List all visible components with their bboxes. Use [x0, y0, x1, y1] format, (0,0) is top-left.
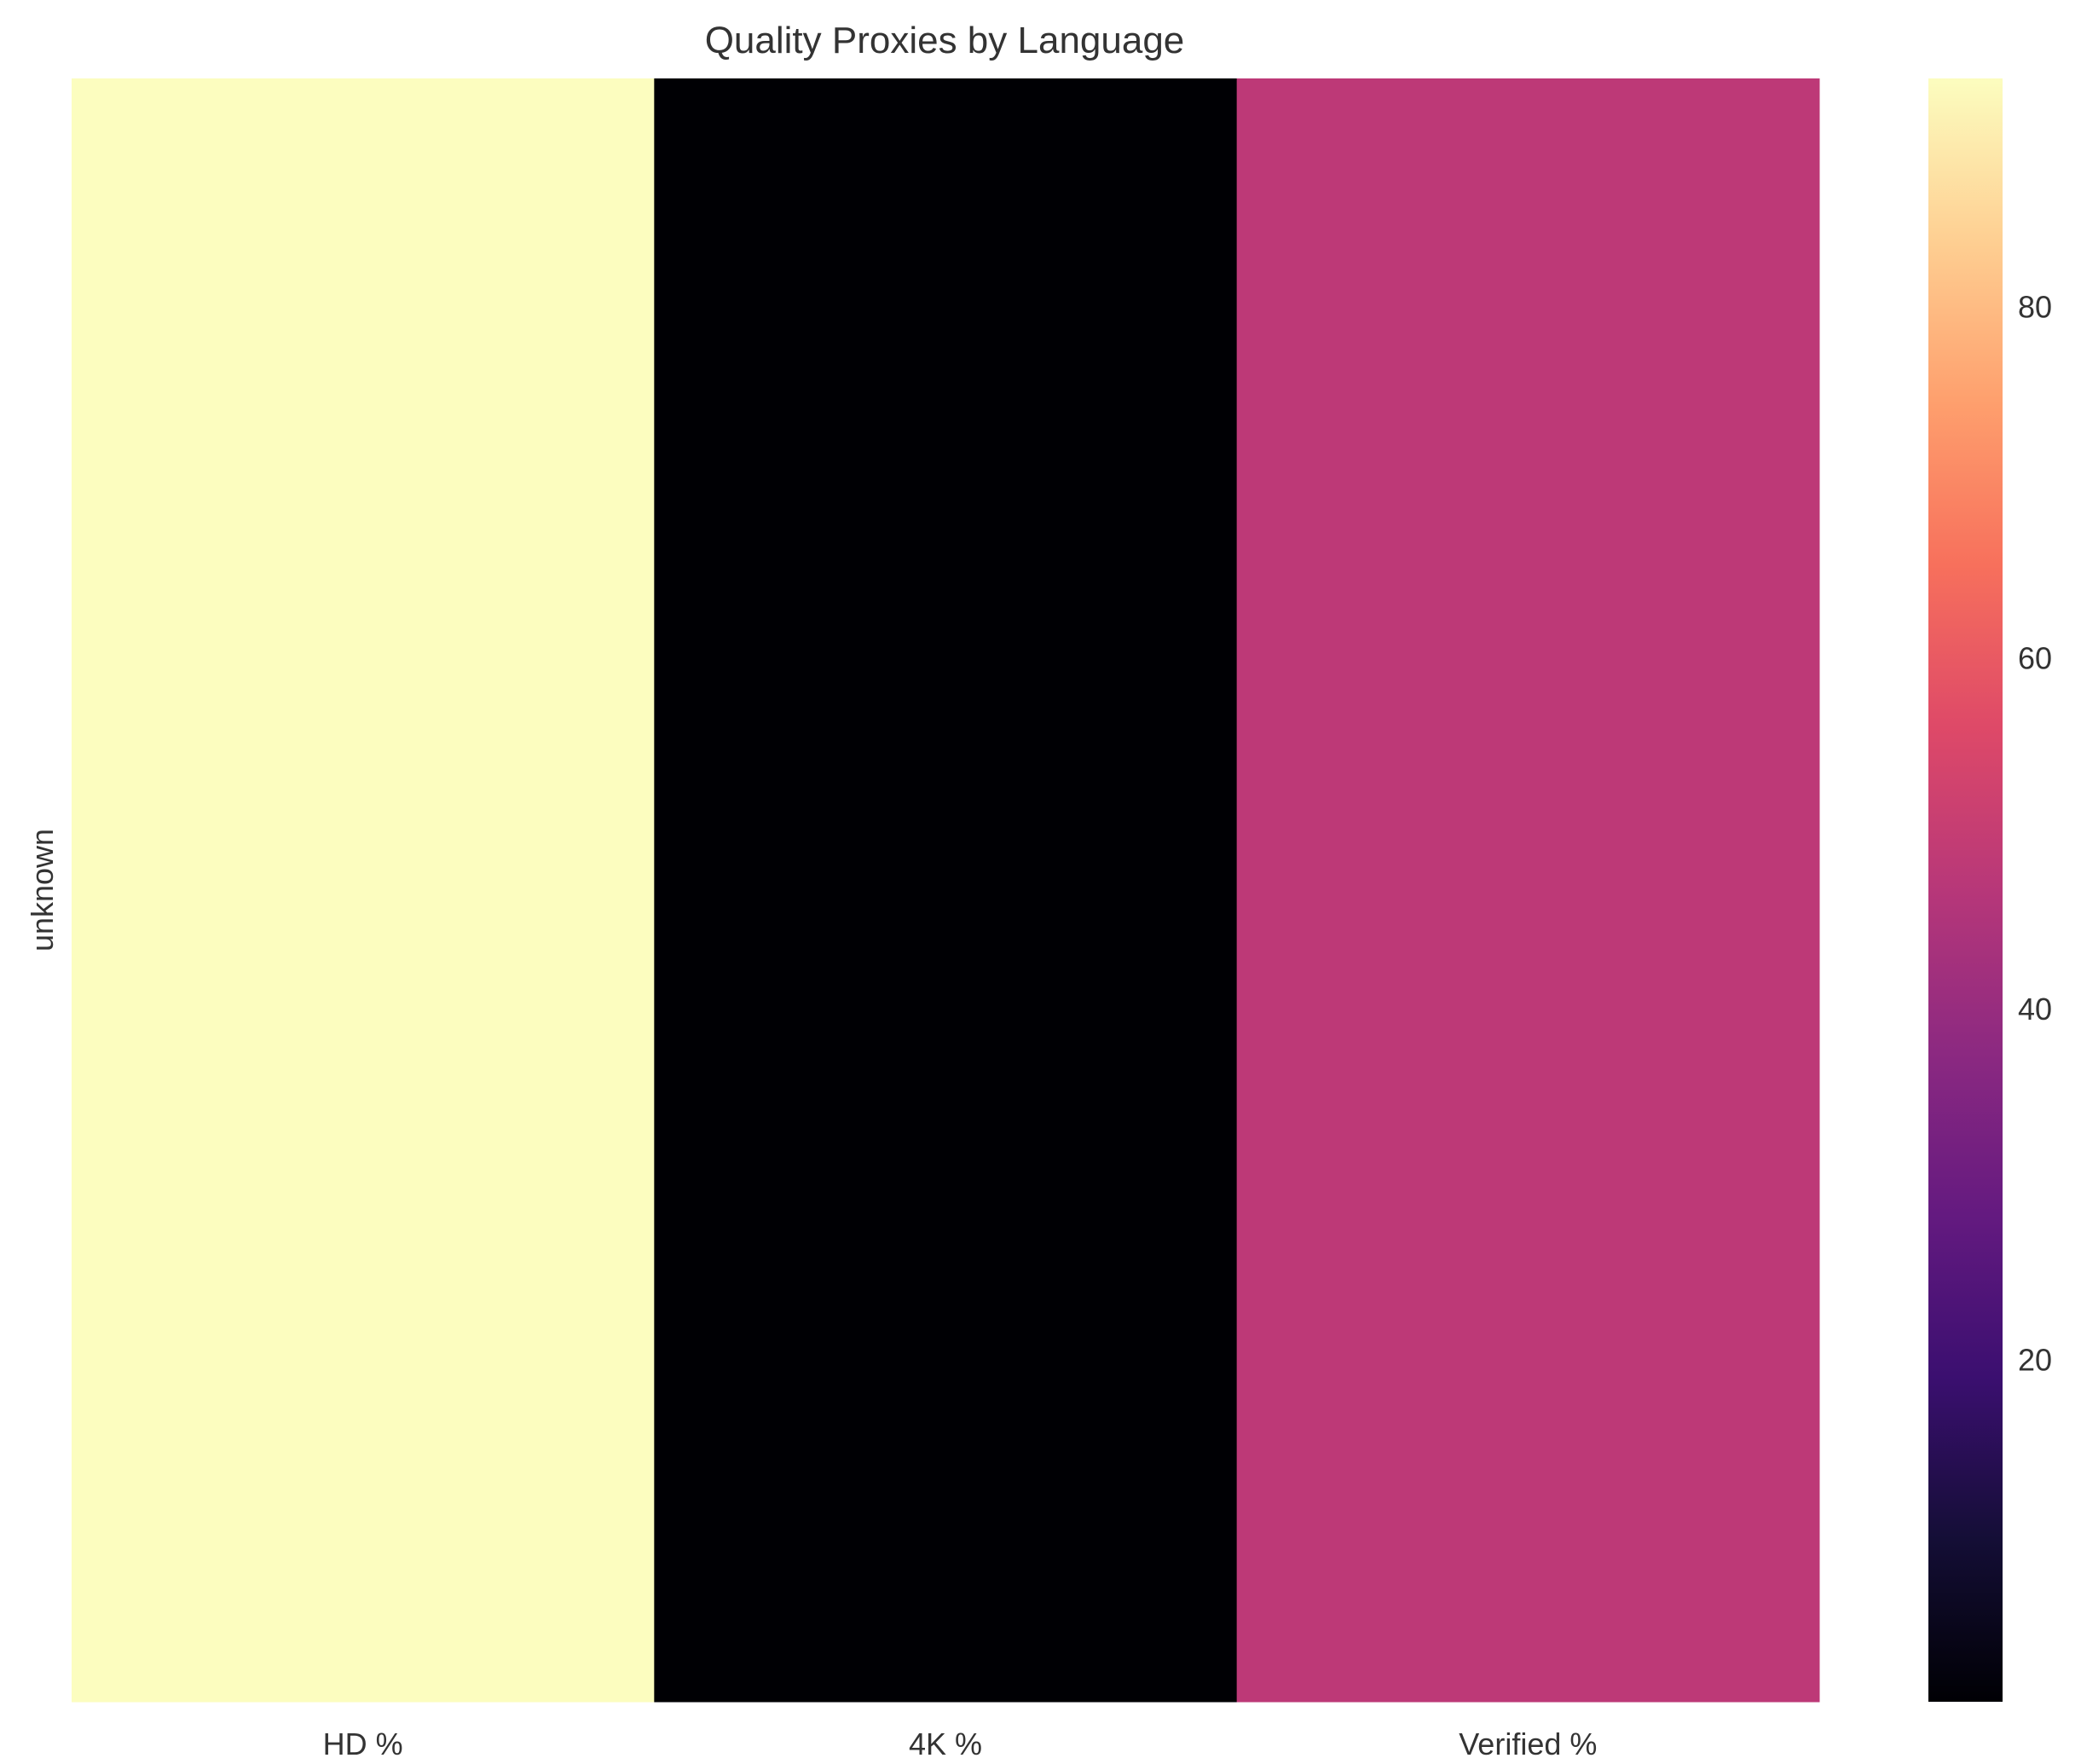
y-axis-ticks: unknown	[25, 829, 60, 951]
heatmap-cell	[654, 78, 1238, 1703]
x-axis-ticks: HD % 4K % Verified %	[323, 1726, 1598, 1761]
heatmap-cells	[72, 78, 1820, 1703]
colorbar-ticks: 20 40 60 80	[2018, 290, 2052, 1378]
x-tick-label: HD %	[323, 1726, 403, 1761]
heatmap-cell	[72, 78, 655, 1703]
colorbar-tick-label: 60	[2018, 640, 2052, 675]
heatmap-cell	[1236, 78, 1820, 1703]
colorbar-tick-label: 20	[2018, 1343, 2052, 1378]
x-tick-label: 4K %	[909, 1726, 982, 1761]
x-tick-label: Verified %	[1459, 1726, 1597, 1761]
colorbar-tick-label: 80	[2018, 290, 2052, 325]
colorbar-tick-label: 40	[2018, 992, 2052, 1027]
chart-title: Quality Proxies by Language	[705, 20, 1185, 61]
y-tick-label: unknown	[25, 829, 60, 951]
colorbar	[1928, 78, 2003, 1702]
